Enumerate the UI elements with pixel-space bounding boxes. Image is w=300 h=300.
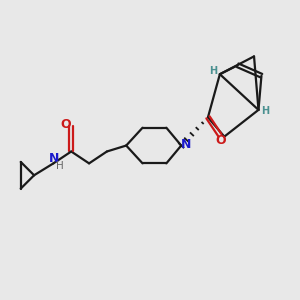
Text: O: O (61, 118, 71, 131)
Text: H: H (209, 66, 218, 76)
Text: H: H (56, 161, 64, 171)
Text: O: O (215, 134, 226, 147)
Text: H: H (261, 106, 269, 116)
Text: N: N (182, 138, 192, 151)
Text: N: N (49, 152, 59, 165)
